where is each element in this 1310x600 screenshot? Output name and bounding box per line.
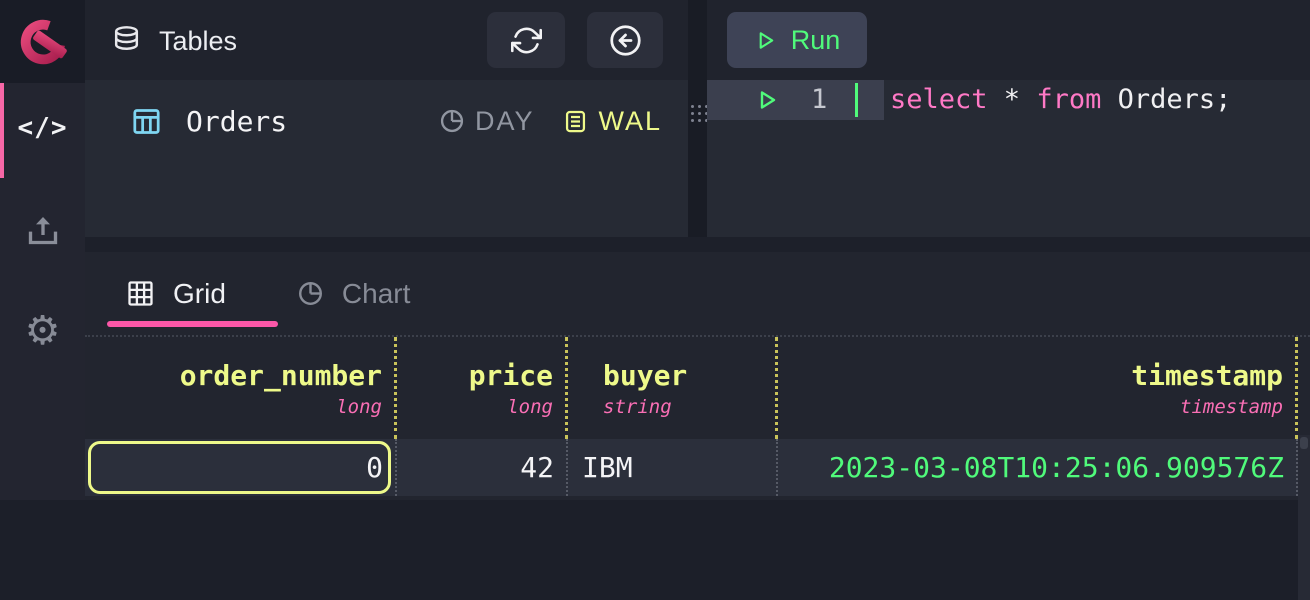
column-header-price[interactable]: price long (397, 337, 568, 439)
sidebar-active-indicator (0, 83, 4, 178)
line-number: 1 (811, 84, 828, 115)
sql-token: select (890, 84, 1004, 115)
pie-chart-icon (298, 282, 322, 305)
results-grid: order_number long price long buyer strin… (85, 335, 1310, 600)
active-tab-indicator (107, 321, 278, 327)
tables-panel-title: Tables (159, 26, 238, 56)
questdb-logo-icon (20, 19, 67, 64)
sql-code-line[interactable]: select * from Orders; (890, 84, 1231, 115)
grid-data-row: 0 42 IBM 2023-03-08T10:25:06.909576Z (85, 439, 1298, 496)
grid-header-row: order_number long price long buyer strin… (85, 337, 1310, 439)
run-query-button[interactable]: Run (727, 12, 867, 68)
editor-header: Run (707, 0, 1310, 80)
column-header-order-number[interactable]: order_number long (85, 337, 397, 439)
pie-chart-icon (440, 109, 464, 133)
tables-panel-header: Tables (85, 0, 688, 80)
editor-active-line-gutter: 1 (707, 80, 884, 120)
sql-token: * (1003, 84, 1037, 115)
results-panel-drag-strip[interactable] (85, 237, 1310, 252)
selected-cell-ring (88, 441, 391, 494)
grid-scrollbar-thumb[interactable] (1300, 437, 1308, 449)
cell-price[interactable]: 42 (397, 439, 568, 496)
wal-badge-label: WAL (598, 105, 662, 136)
tab-grid[interactable]: Grid (125, 278, 226, 310)
gear-icon: ⚙ (24, 309, 61, 353)
column-header-timestamp[interactable]: timestamp timestamp (778, 337, 1298, 439)
sidebar-item-console[interactable]: </> (0, 100, 85, 156)
refresh-tables-button[interactable] (487, 12, 565, 68)
grid-icon (128, 281, 153, 306)
cell-timestamp[interactable]: 2023-03-08T10:25:06.909576Z (778, 439, 1298, 496)
grid-scrollbar[interactable] (1298, 435, 1310, 600)
database-icon (114, 26, 139, 50)
sql-token: Orders; (1117, 84, 1232, 115)
partition-badge: DAY (438, 106, 535, 137)
document-icon (566, 110, 586, 132)
tables-list: Orders DAY WAL (85, 80, 688, 237)
table-row-orders[interactable]: Orders DAY WAL (85, 82, 688, 160)
wal-badge: WAL (562, 106, 662, 137)
cell-order-number[interactable]: 0 (85, 439, 397, 496)
arrow-left-circle-icon (609, 24, 641, 56)
collapse-panel-button[interactable] (587, 12, 663, 68)
sidebar: </> ⚙ (0, 0, 85, 500)
upload-icon (28, 217, 57, 245)
tab-chart[interactable]: Chart (296, 278, 410, 310)
sql-editor[interactable]: 1 select * from Orders; (707, 80, 1310, 237)
sidebar-item-settings[interactable]: ⚙ (0, 303, 85, 359)
table-name: Orders (186, 104, 288, 138)
cell-buyer[interactable]: IBM (568, 439, 778, 496)
tab-chart-label: Chart (341, 277, 411, 309)
play-icon (759, 31, 773, 49)
run-button-label: Run (790, 24, 841, 55)
results-tab-bar: Grid Chart (85, 252, 1310, 335)
sql-token: from (1036, 84, 1118, 115)
partition-badge-label: DAY (474, 105, 535, 136)
column-header-buyer[interactable]: buyer string (568, 337, 778, 439)
table-icon (133, 108, 160, 134)
tab-grid-label: Grid (173, 277, 226, 309)
panel-divider (688, 0, 708, 237)
questdb-logo[interactable] (0, 0, 85, 83)
results-panel: Grid Chart order_number long price (85, 237, 1310, 600)
run-line-play-icon[interactable] (755, 88, 779, 112)
text-cursor (855, 83, 858, 117)
refresh-icon (510, 27, 542, 53)
code-icon: </> (17, 113, 68, 143)
panel-drag-handle[interactable] (691, 105, 708, 122)
sidebar-item-import[interactable] (0, 202, 85, 258)
